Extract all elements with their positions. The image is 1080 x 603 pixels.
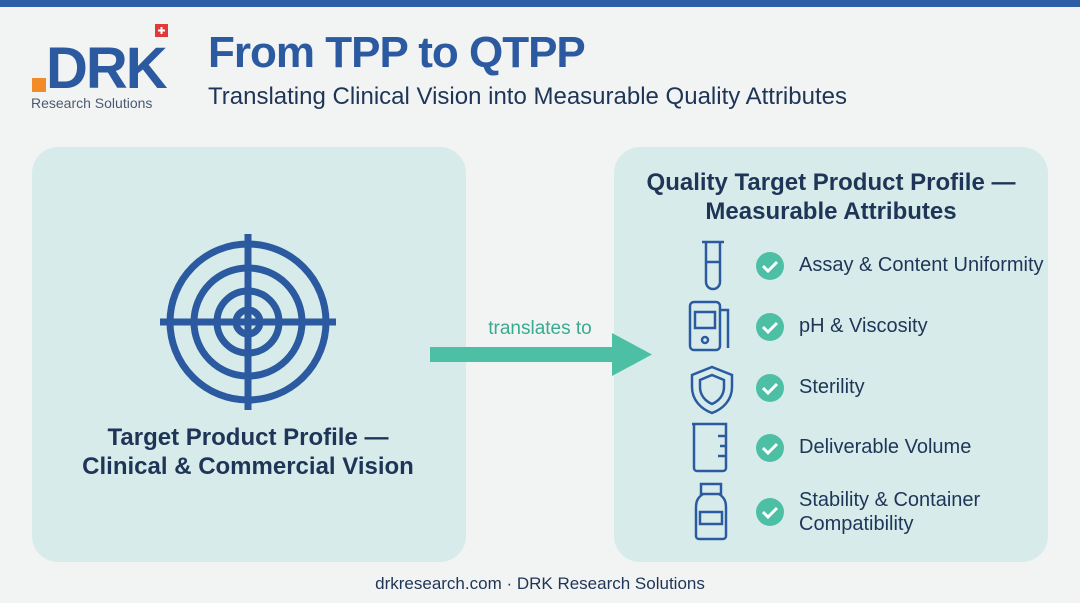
right-title: Quality Target Product Profile — bbox=[646, 169, 1016, 196]
item-label: Deliverable Volume bbox=[799, 436, 972, 458]
item-icons bbox=[688, 240, 734, 541]
check-icons bbox=[756, 252, 784, 526]
right-panel bbox=[614, 147, 1048, 562]
left-label: Target Product Profile — bbox=[107, 424, 389, 451]
logo: DRK bbox=[46, 36, 168, 101]
item-label: Sterility bbox=[799, 376, 865, 398]
item-label: pH & Viscosity bbox=[799, 315, 928, 337]
top-bar bbox=[0, 0, 1080, 7]
arrow-shaft bbox=[430, 347, 616, 362]
logo-subtitle: Research Solutions bbox=[31, 95, 153, 111]
item-label: Stability & Container Compatibility bbox=[799, 489, 981, 535]
logo-square bbox=[32, 78, 46, 92]
arrow-head bbox=[612, 333, 652, 376]
item-label: Assay & Content Uniformity bbox=[799, 254, 1044, 276]
title: From TPP to QTPP bbox=[208, 28, 586, 77]
target-icon bbox=[160, 234, 336, 410]
footer: drkresearch.com · DRK Research Solutions bbox=[375, 574, 705, 593]
logo-cross-mark bbox=[158, 27, 165, 34]
arrow-label: translates to bbox=[488, 318, 592, 339]
right-title: Measurable Attributes bbox=[705, 198, 957, 225]
subtitle: Translating Clinical Vision into Measura… bbox=[208, 83, 847, 110]
left-label: Clinical & Commercial Vision bbox=[82, 453, 414, 480]
